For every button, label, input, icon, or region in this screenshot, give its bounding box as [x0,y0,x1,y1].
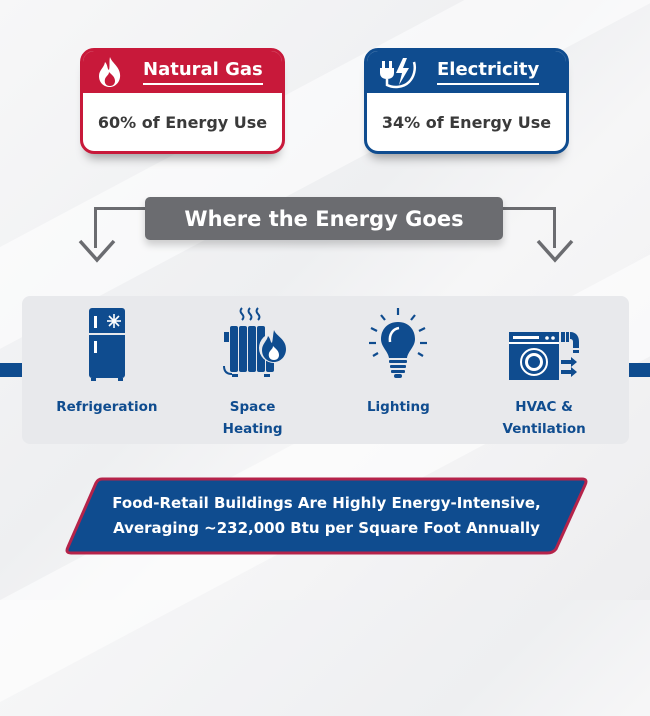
natural-gas-header: Natural Gas [83,51,282,93]
left-connector [94,207,149,248]
light-bulb-icon [369,308,428,378]
arrow-down-icon [536,239,574,263]
use-hvac: HVAC & Ventilation [484,296,604,444]
radiator-flame-icon [222,307,288,377]
hvac-unit-icon [509,332,580,380]
use-label: Refrigeration [56,399,158,415]
use-refrigeration: Refrigeration [47,296,167,444]
footer-line-1: Food-Retail Buildings Are Highly Energy-… [112,494,541,512]
footer-line-2: Averaging ~232,000 Btu per Square Foot A… [113,519,540,537]
natural-gas-value: 60% of Energy Use [97,112,268,132]
electricity-header: Electricity [367,51,566,93]
right-accent-bar [629,363,650,377]
electricity-value: 34% of Energy Use [381,112,552,132]
right-connector [503,207,556,248]
footer-callout: Food-Retail Buildings Are Highly Energy-… [64,477,589,555]
energy-uses-panel: Refrigeration Space Heating [22,296,629,444]
use-label: Space Heating [222,399,283,437]
use-label: Lighting [366,399,430,415]
use-space-heating: Space Heating [193,296,313,444]
natural-gas-title: Natural Gas [143,59,263,85]
left-accent-bar [0,363,22,377]
use-lighting: Lighting [338,296,458,444]
use-label: HVAC & Ventilation [502,399,586,437]
arrow-down-icon [78,239,116,263]
flame-icon [99,57,121,87]
natural-gas-card: Natural Gas 60% of Energy Use [80,48,285,154]
electricity-title: Electricity [437,59,540,85]
electricity-card: Electricity 34% of Energy Use [364,48,569,154]
refrigerator-icon [88,308,125,381]
plug-bolt-icon [380,58,417,89]
parallelogram-shape [65,477,588,555]
section-banner: Where the Energy Goes [145,197,503,240]
